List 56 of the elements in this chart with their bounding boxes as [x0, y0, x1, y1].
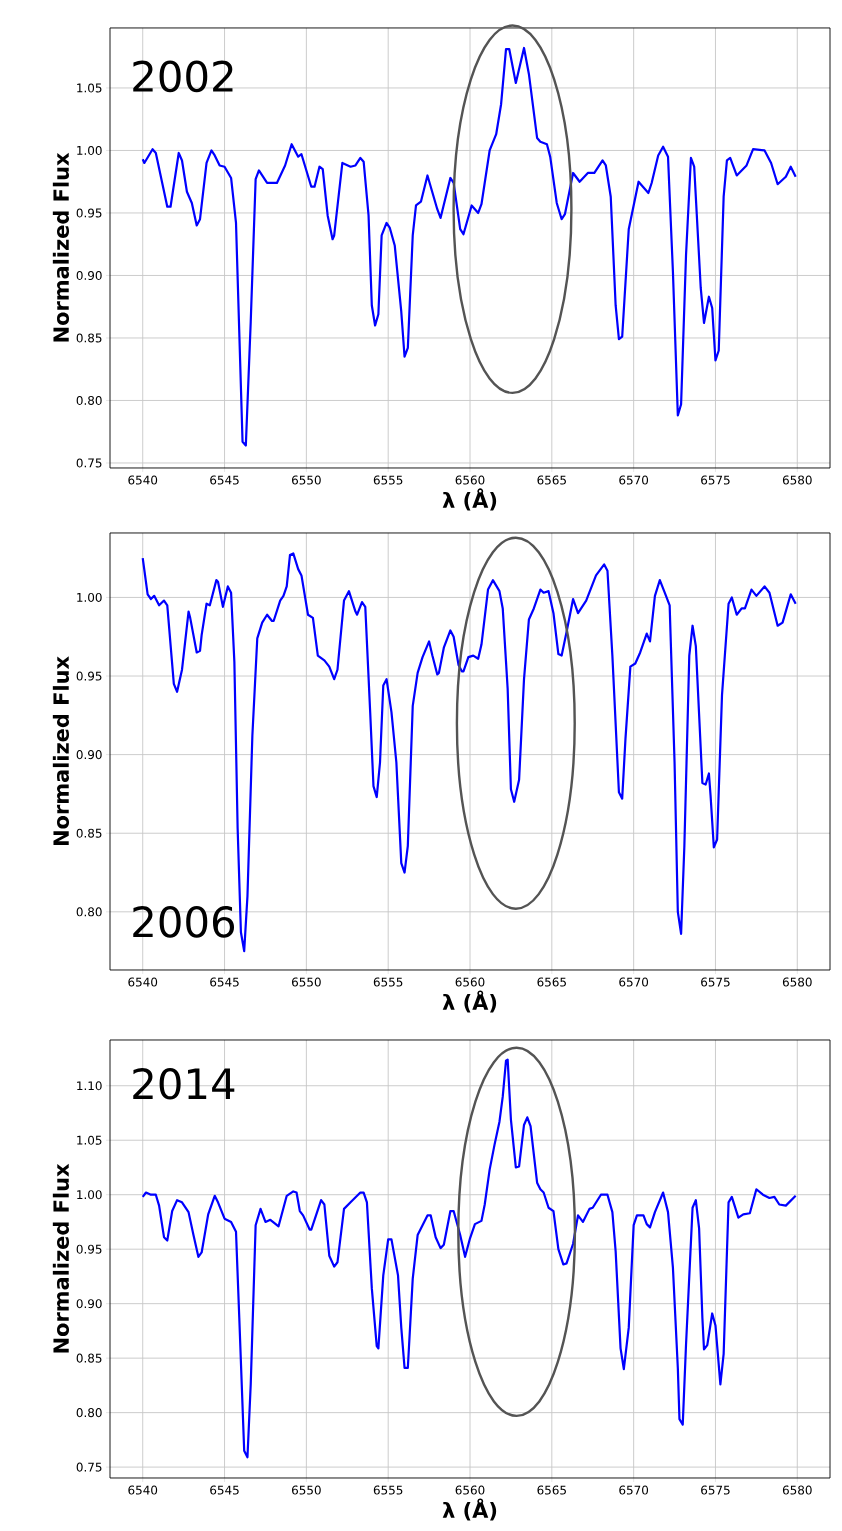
y-axis-title: Normalized Flux [52, 152, 70, 342]
y-tick-label: 0.75 [76, 458, 102, 468]
x-tick-label: 6580 [782, 977, 812, 987]
x-tick-label: 6560 [455, 977, 485, 987]
y-tick-label: 0.80 [76, 1408, 102, 1418]
y-axis-title: Normalized Flux [52, 1163, 70, 1353]
y-tick-label: 0.85 [76, 1353, 102, 1363]
y-tick-label: 0.95 [76, 1244, 102, 1254]
y-tick-label: 0.90 [76, 750, 102, 760]
y-tick-label: 0.85 [76, 828, 102, 838]
y-tick-label: 0.80 [76, 907, 102, 917]
annotation: 2014 [133, 1067, 235, 1100]
x-tick-label: 6565 [537, 1485, 566, 1495]
x-tick-label: 6545 [210, 977, 239, 987]
x-tick-label: 6560 [455, 475, 485, 485]
x-tick-label: 6550 [291, 1485, 321, 1495]
x-axis-title: λ (Å) [442, 488, 497, 511]
y-tick-label: 1.00 [77, 1190, 102, 1200]
x-tick-label: 6550 [291, 475, 321, 485]
y-tick-label: 1.00 [77, 592, 102, 602]
y-tick-label: 0.80 [76, 395, 102, 405]
x-tick-label: 6575 [701, 1485, 730, 1495]
annotation: 2002 [133, 60, 233, 93]
x-tick-label: 6540 [128, 977, 158, 987]
x-axis-title: λ (Å) [442, 990, 497, 1013]
x-tick-label: 6540 [128, 475, 158, 485]
y-tick-label: 1.10 [77, 1081, 102, 1091]
y-tick-label: 1.05 [77, 1135, 102, 1145]
y-tick-label: 0.95 [76, 208, 102, 218]
x-tick-label: 6565 [537, 977, 566, 987]
x-tick-label: 6545 [210, 475, 239, 485]
x-axis-title: λ (Å) [442, 1498, 497, 1521]
x-tick-label: 6580 [782, 475, 812, 485]
x-tick-label: 6570 [619, 475, 649, 485]
x-tick-label: 6555 [373, 1485, 403, 1495]
y-tick-label: 0.85 [76, 333, 102, 343]
y-tick-label: 0.90 [76, 270, 102, 280]
x-tick-label: 6540 [128, 1485, 158, 1495]
y-tick-label: 1.00 [77, 145, 102, 155]
y-tick-label: 0.75 [76, 1462, 102, 1472]
x-tick-label: 6565 [537, 475, 566, 485]
x-tick-label: 6555 [373, 475, 403, 485]
x-tick-label: 6550 [291, 977, 321, 987]
y-tick-label: 0.95 [76, 671, 102, 681]
x-tick-label: 6570 [619, 1485, 649, 1495]
x-tick-label: 6555 [373, 977, 403, 987]
x-tick-label: 6575 [701, 475, 730, 485]
annotation: 2006 [133, 906, 235, 938]
x-tick-label: 6545 [210, 1485, 239, 1495]
y-axis-title: Normalized Flux [52, 656, 70, 846]
x-tick-label: 6570 [619, 977, 649, 987]
x-tick-label: 6560 [455, 1485, 485, 1495]
x-tick-label: 6575 [701, 977, 730, 987]
x-tick-label: 6580 [782, 1485, 812, 1495]
y-tick-label: 1.05 [77, 83, 102, 93]
y-tick-label: 0.90 [76, 1299, 102, 1309]
